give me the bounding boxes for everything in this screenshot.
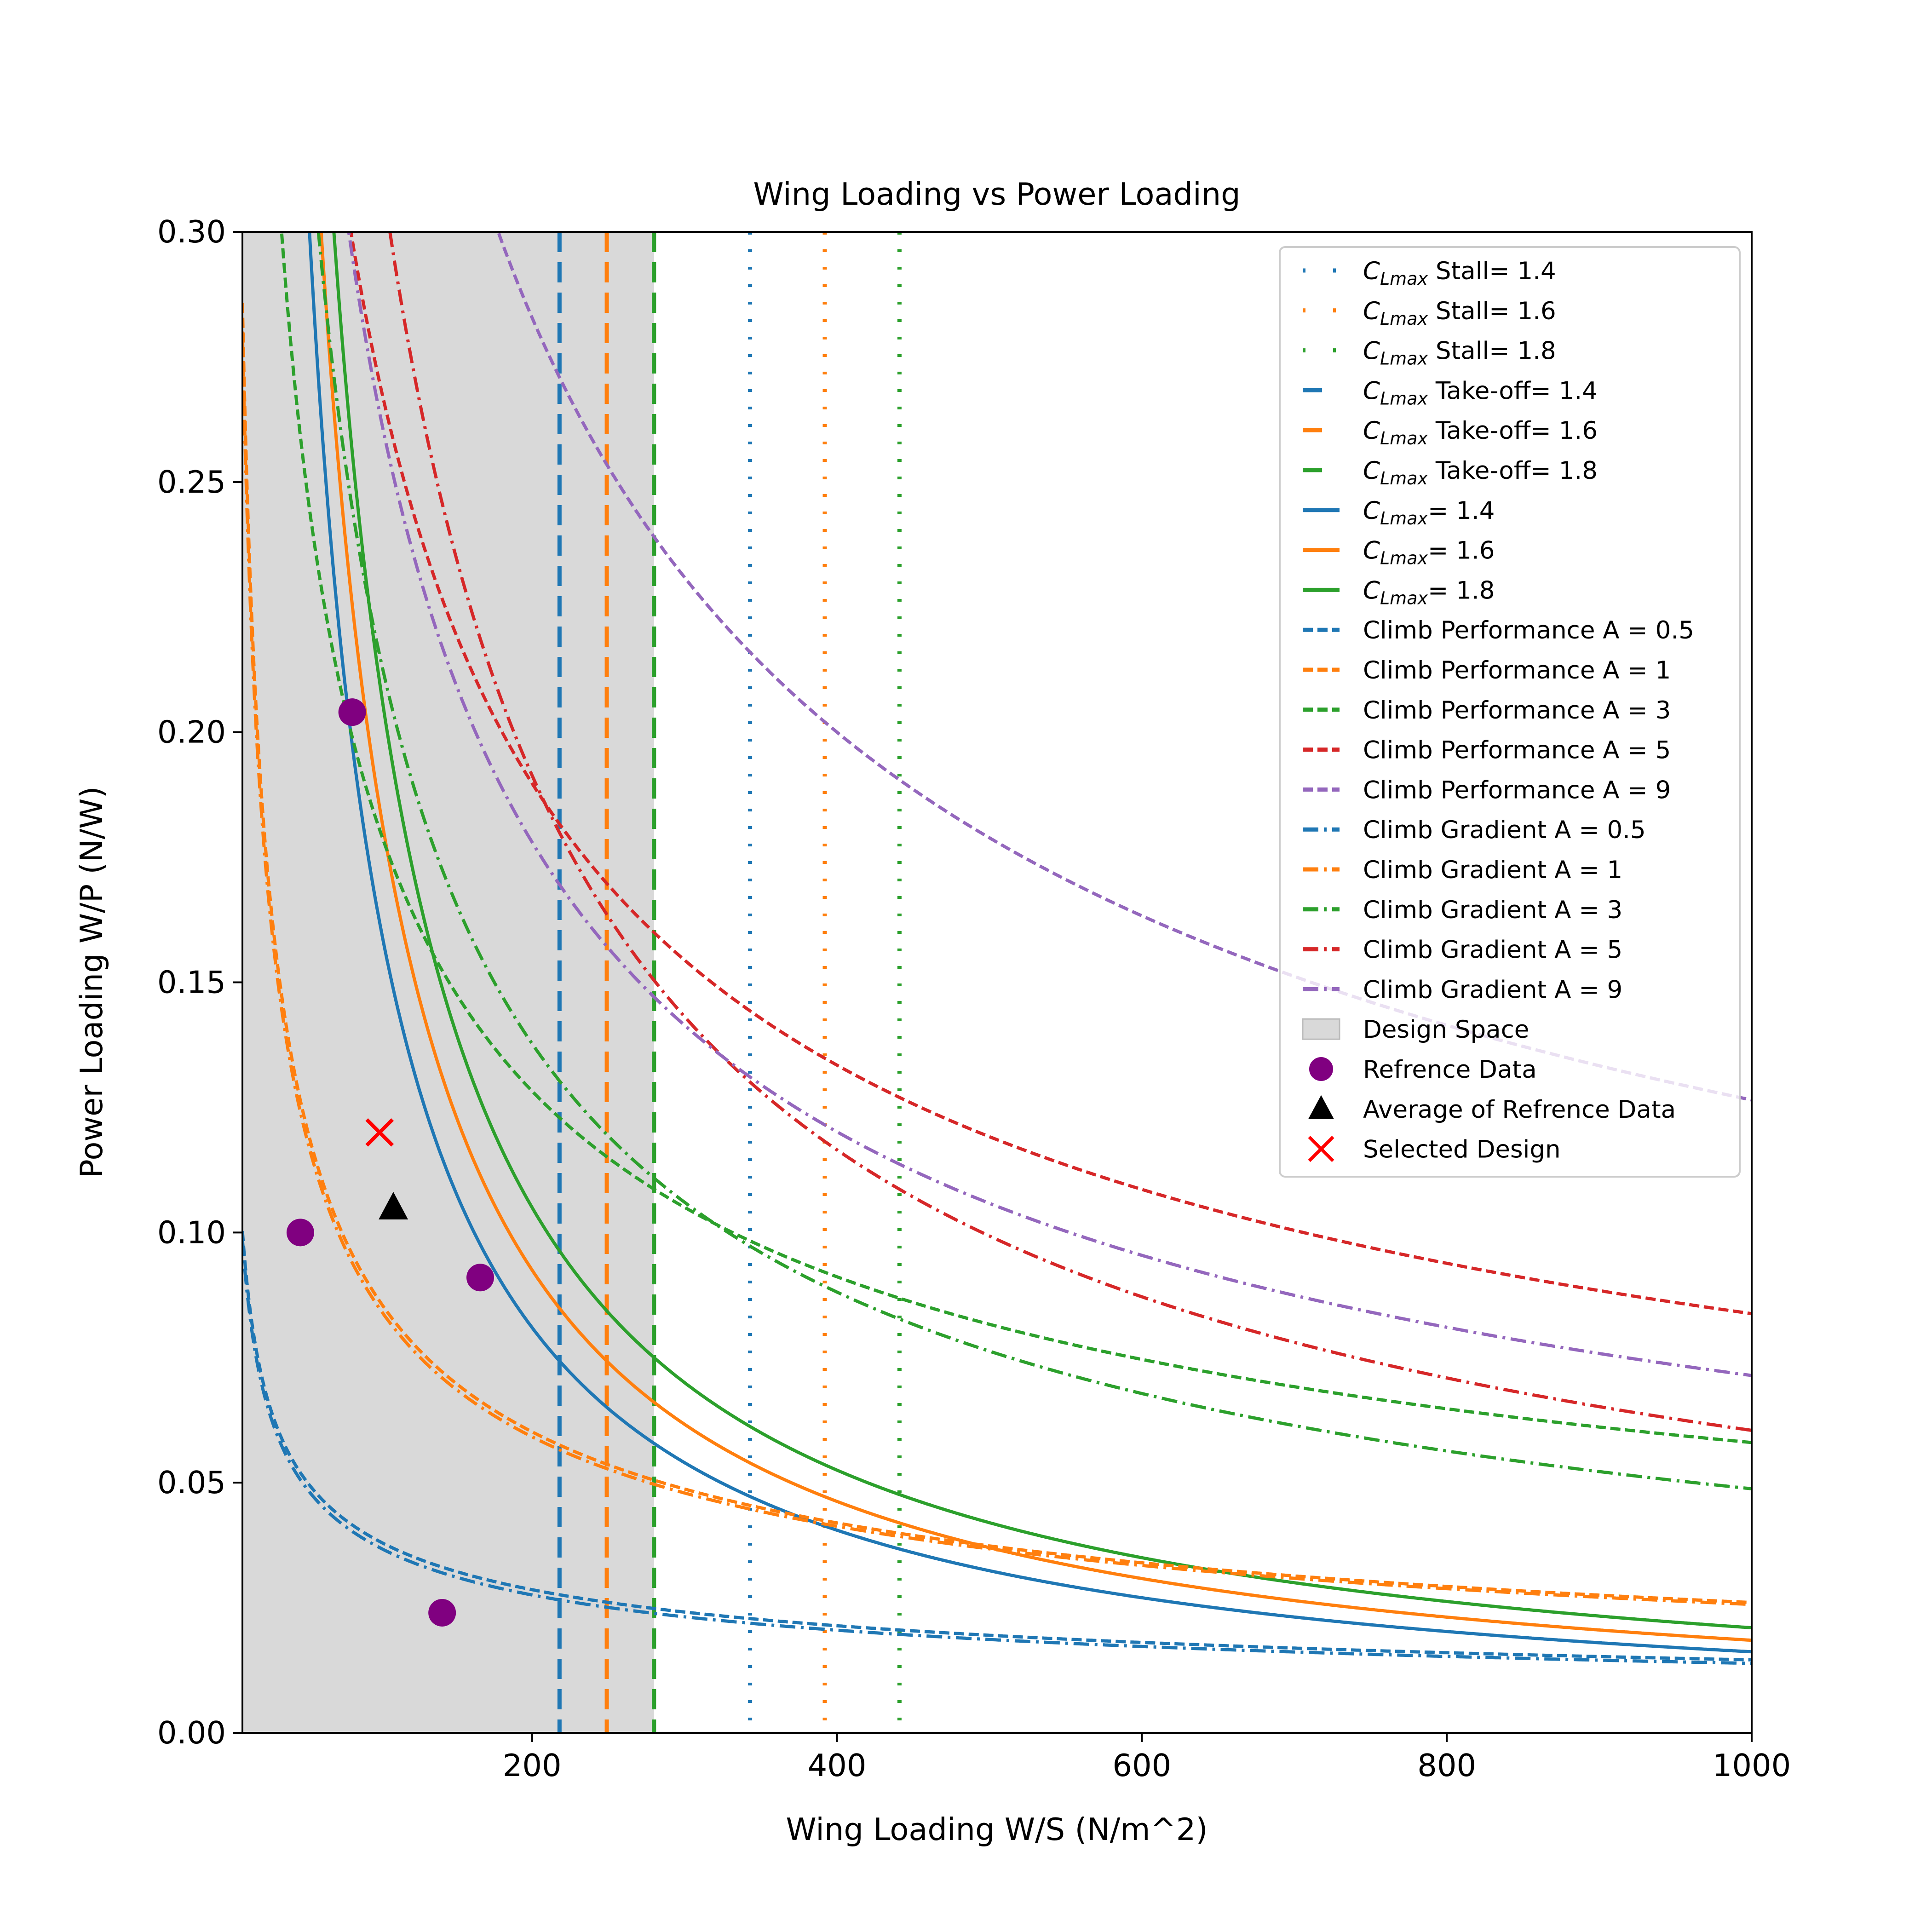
y-tick-label-0: 0.00 bbox=[157, 1715, 226, 1751]
x-tick-label-2: 600 bbox=[1112, 1748, 1171, 1783]
legend-label-11: Climb Performance A = 3 bbox=[1363, 696, 1671, 724]
curve-8 bbox=[242, 1239, 1752, 1665]
curve-9 bbox=[242, 331, 1752, 1606]
legend-swatch-average bbox=[1308, 1095, 1334, 1119]
markers bbox=[286, 698, 494, 1627]
legend: CLmax Stall= 1.4 CLmax Stall= 1.6 CLmax St… bbox=[1279, 246, 1741, 1178]
legend-label-5: CLmax Take-off= 1.8 bbox=[1363, 457, 1598, 489]
legend-label-22: Selected Design bbox=[1363, 1136, 1561, 1164]
legend-label-18: Climb Gradient A = 9 bbox=[1363, 976, 1622, 1004]
y-tick-label-5: 0.25 bbox=[157, 464, 226, 500]
legend-label-8: CLmax= 1.8 bbox=[1363, 576, 1495, 608]
legend-label-13: Climb Performance A = 9 bbox=[1363, 776, 1671, 804]
legend-label-15: Climb Gradient A = 1 bbox=[1363, 856, 1622, 884]
plot-area bbox=[242, 232, 1752, 1733]
x-tick-label-1: 400 bbox=[808, 1748, 867, 1783]
legend-label-4: CLmax Take-off= 1.6 bbox=[1363, 417, 1598, 448]
legend-label-21: Average of Refrence Data bbox=[1363, 1096, 1676, 1124]
selected-design-marker bbox=[365, 1118, 394, 1147]
legend-label-7: CLmax= 1.6 bbox=[1363, 537, 1495, 569]
y-tick-label-3: 0.15 bbox=[157, 965, 226, 1000]
legend-label-9: Climb Performance A = 0.5 bbox=[1363, 616, 1694, 644]
legend-label-0: CLmax Stall= 1.4 bbox=[1363, 257, 1556, 289]
legend-label-6: CLmax= 1.4 bbox=[1363, 497, 1495, 529]
x-tick-label-4: 1000 bbox=[1713, 1748, 1791, 1783]
y-tick-label-6: 0.30 bbox=[157, 214, 226, 250]
curve-4 bbox=[242, 303, 1752, 1604]
legend-swatch-reference bbox=[1309, 1057, 1333, 1081]
chart-title: Wing Loading vs Power Loading bbox=[753, 176, 1240, 212]
legend-label-1: CLmax Stall= 1.6 bbox=[1363, 297, 1556, 329]
curve-0 bbox=[308, 232, 1752, 1654]
y-axis: 0.00 0.05 0.10 0.15 0.20 0.25 0.30 bbox=[157, 214, 242, 1751]
legend-swatch-selected bbox=[1308, 1136, 1334, 1162]
legend-box bbox=[1279, 246, 1741, 1178]
curve-12 bbox=[347, 232, 1752, 1377]
legend-label-3: CLmax Take-off= 1.4 bbox=[1363, 377, 1598, 408]
legend-label-17: Climb Gradient A = 5 bbox=[1363, 936, 1622, 964]
legend-label-20: Refrence Data bbox=[1363, 1056, 1537, 1084]
x-tick-label-0: 200 bbox=[503, 1748, 562, 1783]
y-tick-label-1: 0.05 bbox=[157, 1465, 226, 1501]
curve-2 bbox=[332, 232, 1752, 1630]
legend-label-2: CLmax Stall= 1.8 bbox=[1363, 337, 1556, 369]
y-tick-label-4: 0.20 bbox=[157, 714, 226, 750]
reference-point-0 bbox=[286, 1219, 314, 1247]
average-reference-marker bbox=[379, 1191, 408, 1219]
reference-point-2 bbox=[466, 1264, 494, 1292]
legend-swatch-design-space bbox=[1302, 1018, 1340, 1040]
curve-3 bbox=[242, 1230, 1752, 1662]
y-axis-label: Power Loading W/P (N/W) bbox=[74, 786, 109, 1178]
reference-point-3 bbox=[428, 1598, 456, 1627]
x-tick-label-3: 800 bbox=[1417, 1748, 1476, 1783]
legend-label-14: Climb Gradient A = 0.5 bbox=[1363, 816, 1646, 844]
curve-11 bbox=[388, 232, 1752, 1432]
x-axis-label: Wing Loading W/S (N/m^2) bbox=[786, 1811, 1208, 1847]
legend-label-10: Climb Performance A = 1 bbox=[1363, 656, 1671, 684]
x-axis: 200 400 600 800 1000 bbox=[503, 1733, 1791, 1783]
legend-label-12: Climb Performance A = 5 bbox=[1363, 736, 1671, 765]
y-tick-label-2: 0.10 bbox=[157, 1214, 226, 1250]
reference-point-1 bbox=[338, 698, 366, 726]
curve-6 bbox=[349, 232, 1752, 1316]
curve-5 bbox=[280, 232, 1752, 1444]
curve-10 bbox=[316, 232, 1752, 1490]
legend-label-19: Design Space bbox=[1363, 1016, 1529, 1044]
legend-label-16: Climb Gradient A = 3 bbox=[1363, 896, 1622, 924]
